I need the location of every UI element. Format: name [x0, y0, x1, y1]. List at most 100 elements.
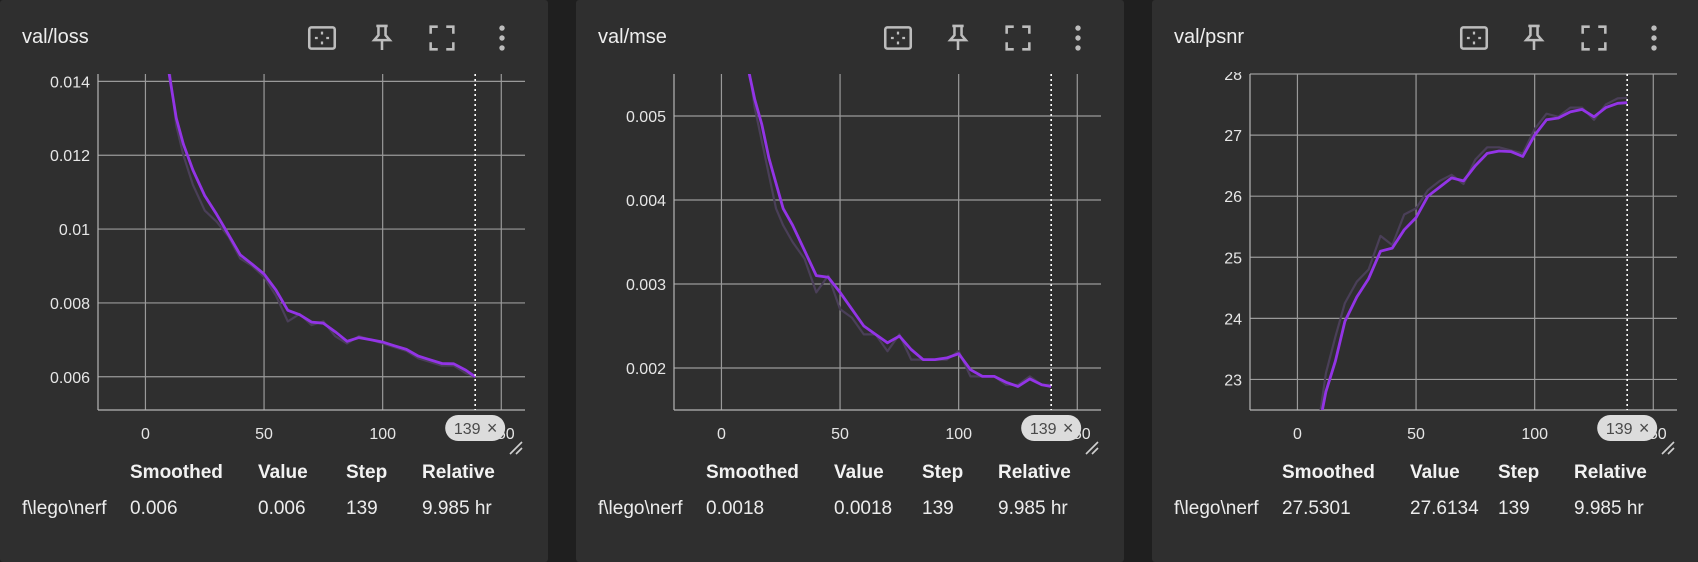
grid — [98, 74, 525, 410]
y-tick-label: 0.01 — [59, 222, 90, 239]
fullscreen-icon — [1581, 25, 1607, 51]
step-chip[interactable]: 139 × — [1597, 415, 1658, 441]
scalar-card: val/loss0.0060.0080.010.0120.01405010015… — [0, 0, 548, 562]
run-name: f\lego\nerf — [598, 498, 683, 519]
fullscreen-button[interactable] — [988, 18, 1048, 58]
x-tick-label: 50 — [831, 426, 849, 443]
run-name: f\lego\nerf — [22, 498, 107, 519]
resize-handle-icon[interactable] — [1084, 440, 1100, 456]
step-chip[interactable]: 139 × — [1021, 415, 1082, 441]
y-tick-label: 0.002 — [626, 361, 666, 378]
x-tick-label: 50 — [1407, 426, 1425, 443]
column-header-relative: Relative — [998, 462, 1071, 483]
fit-domain-button[interactable] — [292, 18, 352, 58]
y-tick-label: 0.014 — [50, 74, 90, 91]
smoothed-series-line — [747, 74, 1052, 388]
scalar-card: val/psnr232425262728050100150139×Smoothe… — [1152, 0, 1698, 562]
card-toolbar — [1444, 18, 1684, 58]
pin-button[interactable] — [928, 18, 988, 58]
y-tick-label: 0.003 — [626, 277, 666, 294]
cell-step: 139 — [346, 498, 378, 519]
cell-relative: 9.985 hr — [1574, 498, 1644, 519]
fullscreen-button[interactable] — [412, 18, 472, 58]
fullscreen-icon — [1005, 25, 1031, 51]
y-tick-label: 25 — [1224, 250, 1242, 267]
cell-step: 139 — [922, 498, 954, 519]
pin-icon — [371, 24, 393, 51]
pin-icon — [947, 24, 969, 51]
cell-smoothed: 0.0018 — [706, 498, 765, 519]
column-header-value: Value — [834, 462, 884, 483]
pin-button[interactable] — [352, 18, 412, 58]
step-chip-label: 139 — [1606, 421, 1633, 438]
card-title: val/loss — [22, 26, 89, 48]
resize-handle-icon[interactable] — [1660, 440, 1676, 456]
more-vert-icon — [1075, 25, 1081, 51]
y-tick-label: 24 — [1224, 311, 1242, 328]
card-title: val/mse — [598, 26, 667, 48]
column-header-relative: Relative — [422, 462, 495, 483]
column-header-step: Step — [346, 462, 388, 483]
column-header-value: Value — [1410, 462, 1460, 483]
cell-value: 27.6134 — [1410, 498, 1479, 519]
fit-domain-button[interactable] — [1444, 18, 1504, 58]
close-icon[interactable]: × — [1063, 418, 1074, 438]
more-vert-icon — [1651, 25, 1657, 51]
more-options-button[interactable] — [1624, 18, 1684, 58]
y-tick-label: 0.005 — [626, 109, 666, 126]
raw-series-line — [168, 74, 476, 378]
more-options-button[interactable] — [472, 18, 532, 58]
x-tick-label: 100 — [945, 426, 972, 443]
fit-domain-button[interactable] — [868, 18, 928, 58]
x-tick-label: 50 — [255, 426, 273, 443]
grid — [1250, 73, 1677, 410]
grid — [674, 74, 1101, 410]
fit-domain-icon — [1459, 26, 1489, 50]
smoothed-series-line — [167, 74, 477, 378]
step-chip[interactable]: 139 × — [445, 415, 506, 441]
column-header-smoothed: Smoothed — [1282, 462, 1375, 483]
cell-relative: 9.985 hr — [422, 498, 492, 519]
x-tick-label: 0 — [141, 426, 150, 443]
raw-series-line — [1319, 96, 1628, 410]
line-chart[interactable]: 232425262728050100150139× — [1152, 66, 1698, 456]
fullscreen-icon — [429, 25, 455, 51]
column-header-step: Step — [1498, 462, 1540, 483]
x-tick-label: 0 — [717, 426, 726, 443]
y-tick-label: 0.006 — [50, 370, 90, 387]
y-tick-label: 28 — [1224, 67, 1242, 84]
cell-value: 0.0018 — [834, 498, 893, 519]
x-tick-label: 100 — [1521, 426, 1548, 443]
y-tick-label: 27 — [1224, 128, 1242, 145]
column-header-smoothed: Smoothed — [706, 462, 799, 483]
y-tick-label: 0.004 — [626, 193, 666, 210]
smoothed-series-line — [1320, 101, 1628, 410]
close-icon[interactable]: × — [1639, 418, 1650, 438]
step-chip-label: 139 — [454, 421, 481, 438]
y-tick-label: 26 — [1224, 189, 1242, 206]
cell-relative: 9.985 hr — [998, 498, 1068, 519]
cell-step: 139 — [1498, 498, 1530, 519]
y-tick-label: 23 — [1224, 372, 1242, 389]
more-vert-icon — [499, 25, 505, 51]
fit-domain-icon — [883, 26, 913, 50]
resize-handle-icon[interactable] — [508, 440, 524, 456]
cell-smoothed: 27.5301 — [1282, 498, 1351, 519]
fullscreen-button[interactable] — [1564, 18, 1624, 58]
column-header-smoothed: Smoothed — [130, 462, 223, 483]
pin-button[interactable] — [1504, 18, 1564, 58]
x-tick-label: 0 — [1293, 426, 1302, 443]
scalar-card: val/mse0.0020.0030.0040.005050100150139×… — [576, 0, 1124, 562]
column-header-step: Step — [922, 462, 964, 483]
card-toolbar — [868, 18, 1108, 58]
more-options-button[interactable] — [1048, 18, 1108, 58]
run-name: f\lego\nerf — [1174, 498, 1259, 519]
close-icon[interactable]: × — [487, 418, 498, 438]
pin-icon — [1523, 24, 1545, 51]
cell-smoothed: 0.006 — [130, 498, 178, 519]
step-chip-label: 139 — [1030, 421, 1057, 438]
column-header-value: Value — [258, 462, 308, 483]
card-title: val/psnr — [1174, 26, 1245, 48]
